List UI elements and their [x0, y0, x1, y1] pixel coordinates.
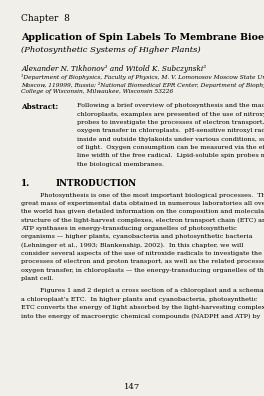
Text: 147: 147	[124, 383, 140, 391]
Text: ¹Department of Biophysics, Faculty of Physics, M. V. Lomonosov Moscow State Univ: ¹Department of Biophysics, Faculty of Ph…	[21, 74, 264, 80]
Text: Chapter  8: Chapter 8	[21, 14, 70, 23]
Text: Alexander N. Tikhonov¹ and Witold K. Subczynski²: Alexander N. Tikhonov¹ and Witold K. Sub…	[21, 65, 206, 72]
Text: Following a brief overview of photosynthesis and the macro structure of: Following a brief overview of photosynth…	[77, 103, 264, 109]
Text: inside and outside thylakoids under various conditions, such as different levels: inside and outside thylakoids under vari…	[77, 137, 264, 142]
Text: processes of electron and proton transport, as well as the related processes of: processes of electron and proton transpo…	[21, 259, 264, 265]
Text: INTRODUCTION: INTRODUCTION	[55, 179, 136, 188]
Text: consider several aspects of the use of nitroxide radicals to investigate the: consider several aspects of the use of n…	[21, 251, 262, 256]
Text: College of Wisconsin, Milwaukee, Wisconsin 53226: College of Wisconsin, Milwaukee, Wiscons…	[21, 89, 173, 95]
Text: of light.  Oxygen consumption can be measured via the effect of oxygen on: of light. Oxygen consumption can be meas…	[77, 145, 264, 150]
Text: Figures 1 and 2 depict a cross section of a chloroplast and a schematic of: Figures 1 and 2 depict a cross section o…	[40, 288, 264, 293]
Text: probes to investigate the processes of electron transport, proton transport, and: probes to investigate the processes of e…	[77, 120, 264, 125]
Text: Application of Spin Labels To Membrane Bioenergetics: Application of Spin Labels To Membrane B…	[21, 33, 264, 42]
Text: plant cell.: plant cell.	[21, 276, 54, 281]
Text: into the energy of macroergic chemical compounds (NADPH and ATP) by: into the energy of macroergic chemical c…	[21, 313, 260, 318]
Text: Moscow, 119999, Russia; ²National Biomedical EPR Center, Department of Biophysic: Moscow, 119999, Russia; ²National Biomed…	[21, 82, 264, 88]
Text: oxygen transfer, in chloroplasts — the energy-transducing organelles of the: oxygen transfer, in chloroplasts — the e…	[21, 268, 264, 273]
Text: oxygen transfer in chloroplasts.  pH-sensitive nitroxyl radicals can be observed: oxygen transfer in chloroplasts. pH-sens…	[77, 128, 264, 133]
Text: ATP synthases in energy-transducing organelles of photosynthetic: ATP synthases in energy-transducing orga…	[21, 226, 237, 231]
Text: structure of the light-harvest complexes, electron transport chain (ETC) and: structure of the light-harvest complexes…	[21, 218, 264, 223]
Text: ETC converts the energy of light absorbed by the light-harvesting complexes: ETC converts the energy of light absorbe…	[21, 305, 264, 310]
Text: (Photosynthetic Systems of Higher Plants): (Photosynthetic Systems of Higher Plants…	[21, 46, 201, 54]
Text: line width of the free radical.  Lipid-soluble spin probes monitor changes in: line width of the free radical. Lipid-so…	[77, 153, 264, 158]
Text: great mass of experimental data obtained in numerous laboratories all over: great mass of experimental data obtained…	[21, 201, 264, 206]
Text: Abstract:: Abstract:	[21, 103, 58, 111]
Text: the world has given detailed information on the composition and molecular: the world has given detailed information…	[21, 209, 264, 215]
Text: (Lehninger et al., 1993; Blankenship, 2002).  In this chapter, we will: (Lehninger et al., 1993; Blankenship, 20…	[21, 243, 243, 248]
Text: Photosynthesis is one of the most important biological processes.  The: Photosynthesis is one of the most import…	[40, 193, 264, 198]
Text: 1.: 1.	[21, 179, 30, 188]
Text: chloroplasts, examples are presented of the use of nitroxyl spin labels and spin: chloroplasts, examples are presented of …	[77, 112, 264, 117]
Text: the biological membranes.: the biological membranes.	[77, 162, 164, 167]
Text: organisms — higher plants, cyanobacteria and photosynthetic bacteria: organisms — higher plants, cyanobacteria…	[21, 234, 253, 240]
Text: a chloroplast’s ETC.  In higher plants and cyanobacteria, photosynthetic: a chloroplast’s ETC. In higher plants an…	[21, 297, 257, 302]
